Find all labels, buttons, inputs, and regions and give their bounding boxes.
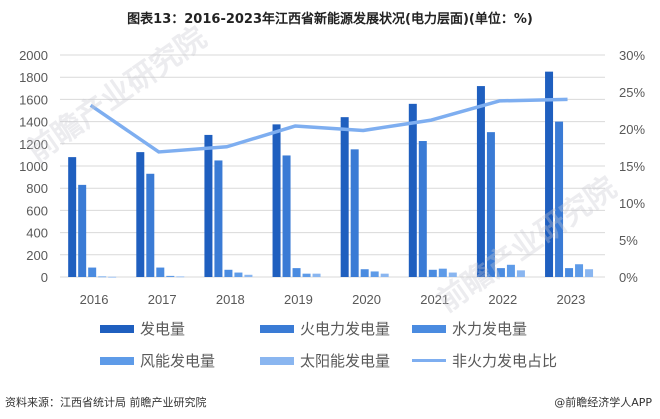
bar (408, 103, 417, 277)
bar (340, 117, 349, 277)
left-axis-tick: 0 (41, 270, 48, 285)
legend-line-swatch (412, 359, 446, 362)
legend-label: 发电量 (140, 320, 186, 338)
bar (360, 269, 369, 277)
bar (438, 268, 447, 277)
bar (214, 160, 223, 277)
bar (166, 275, 175, 277)
right-axis-tick: 10% (619, 196, 645, 211)
bar (565, 268, 574, 277)
bar (234, 272, 243, 277)
left-axis-tick: 1400 (19, 115, 48, 130)
bar (506, 264, 515, 277)
legend-swatch (100, 356, 134, 365)
legend-item-non-thermal-share: 非火力发电占比 (412, 350, 557, 371)
bar (224, 269, 233, 277)
legend-swatch (260, 356, 294, 365)
bar (350, 149, 359, 277)
right-axis-tick: 15% (619, 159, 645, 174)
bar (88, 267, 97, 277)
bar (476, 86, 485, 277)
x-axis-tick: 2020 (352, 292, 381, 307)
bar (68, 157, 77, 277)
bar (575, 264, 584, 277)
bar (428, 269, 437, 277)
non-thermal-share-line (89, 97, 568, 154)
bar (136, 152, 145, 277)
bar (496, 268, 505, 277)
chart-plot-area: 0 200 400 600 800 1000 1200 1400 1600 1800 2000 0% 5… (19, 48, 645, 307)
bar (204, 134, 213, 277)
bar (380, 273, 389, 277)
bar (244, 274, 253, 277)
bar (312, 273, 321, 277)
legend-label: 太阳能发电量 (300, 352, 391, 370)
bar (146, 173, 155, 277)
bar (176, 276, 185, 278)
x-axis-tick: 2022 (488, 292, 517, 307)
legend-item-solar-generation: 太阳能发电量 (260, 350, 390, 371)
legend-label: 非火力发电占比 (452, 352, 558, 370)
bar (292, 268, 301, 277)
left-axis-tick: 1800 (19, 70, 48, 85)
bar (370, 271, 379, 277)
x-axis-tick: 2018 (216, 292, 245, 307)
bar (516, 270, 525, 277)
x-axis-tick: 2016 (80, 292, 109, 307)
credit-note: @前瞻经济学人APP (554, 396, 652, 409)
legend-label: 水力发电量 (452, 320, 528, 338)
legend-item-wind-generation: 风能发电量 (100, 350, 215, 371)
left-axis-tick: 2000 (19, 48, 48, 63)
bar (78, 184, 87, 277)
bar (98, 276, 107, 278)
right-axis-tick: 25% (619, 85, 645, 100)
legend-swatch (412, 324, 446, 333)
legend-label: 火电力发电量 (300, 320, 391, 338)
legend-item-thermal-generation: 火电力发电量 (260, 318, 390, 339)
bar (545, 71, 554, 278)
bar (486, 132, 495, 277)
x-axis-tick: 2021 (420, 292, 449, 307)
chart-title: 图表13：2016-2023年江西省新能源发展状况(电力层面)(单位：%) (127, 12, 533, 27)
right-axis-tick: 5% (619, 233, 638, 248)
x-axis-tick: 2017 (148, 292, 177, 307)
legend-swatch (100, 324, 134, 333)
left-axis-tick: 1200 (19, 137, 48, 152)
right-axis-tick: 20% (619, 122, 645, 137)
bar (418, 141, 427, 277)
chart-legend: 发电量 火电力发电量 水力发电量 风能发电量 太阳能发电量 非火力发电占比 (100, 318, 580, 378)
right-axis-tick: 30% (619, 48, 645, 63)
left-axis-tick: 600 (26, 203, 48, 218)
legend-label: 风能发电量 (140, 352, 216, 370)
bar (448, 272, 457, 277)
x-axis-tick: 2019 (284, 292, 313, 307)
legend-swatch (260, 324, 294, 333)
bar (108, 276, 117, 278)
left-axis-tick: 800 (26, 181, 48, 196)
left-axis-tick: 1600 (19, 92, 48, 107)
left-axis-tick: 1000 (19, 159, 48, 174)
legend-item-total-generation: 发电量 (100, 318, 185, 339)
bar (555, 121, 564, 277)
bar (272, 124, 281, 277)
source-note: 资料来源：江西省统计局 前瞻产业研究院 (5, 396, 207, 409)
bar (156, 267, 165, 277)
bar (302, 273, 311, 277)
left-axis-tick: 400 (26, 226, 48, 241)
bar (282, 155, 291, 277)
legend-item-hydro-generation: 水力发电量 (412, 318, 527, 339)
left-axis-tick: 200 (26, 248, 48, 263)
right-axis-tick: 0% (619, 270, 638, 285)
x-axis-tick: 2023 (556, 292, 585, 307)
bar (585, 269, 594, 277)
